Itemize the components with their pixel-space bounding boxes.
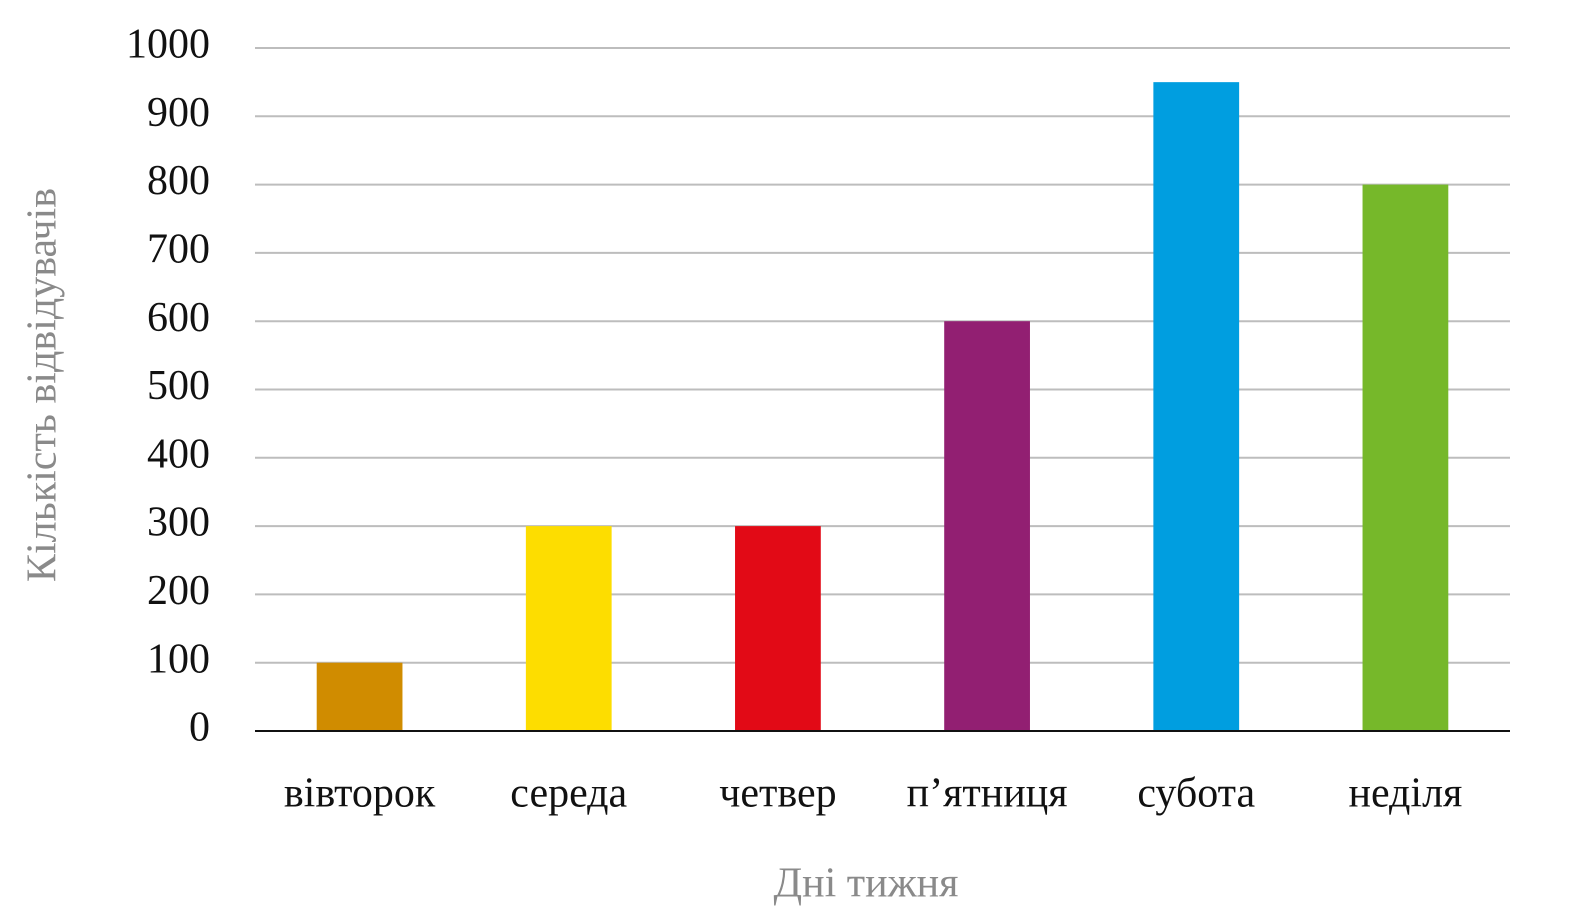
y-tick-label: 900 (147, 90, 210, 136)
bar (525, 526, 612, 731)
bar (1153, 82, 1240, 731)
y-tick-label: 800 (147, 158, 210, 204)
y-tick-label: 1000 (126, 22, 210, 68)
y-tick-label: 0 (189, 705, 210, 751)
x-tick-label: четвер (719, 771, 836, 817)
x-tick-label: середа (510, 771, 627, 817)
x-tick-label: субота (1137, 771, 1255, 817)
x-tick-label: неділя (1348, 771, 1462, 817)
x-axis-title: Дні тижня (774, 861, 959, 907)
y-tick-label: 500 (147, 363, 210, 409)
bar (316, 662, 403, 731)
x-tick-label: п’ятниця (907, 771, 1068, 817)
bar (735, 526, 821, 731)
y-tick-label: 700 (147, 227, 210, 273)
y-tick-label: 100 (147, 636, 210, 682)
y-tick-label: 200 (147, 568, 210, 614)
bar (1362, 184, 1449, 732)
bar (944, 321, 1030, 731)
x-tick-label: вівторок (284, 771, 436, 817)
y-axis-title: Кількість відвідувачів (20, 188, 66, 582)
y-tick-label: 600 (147, 295, 210, 341)
y-tick-label: 400 (147, 431, 210, 477)
y-tick-label: 300 (147, 500, 210, 546)
